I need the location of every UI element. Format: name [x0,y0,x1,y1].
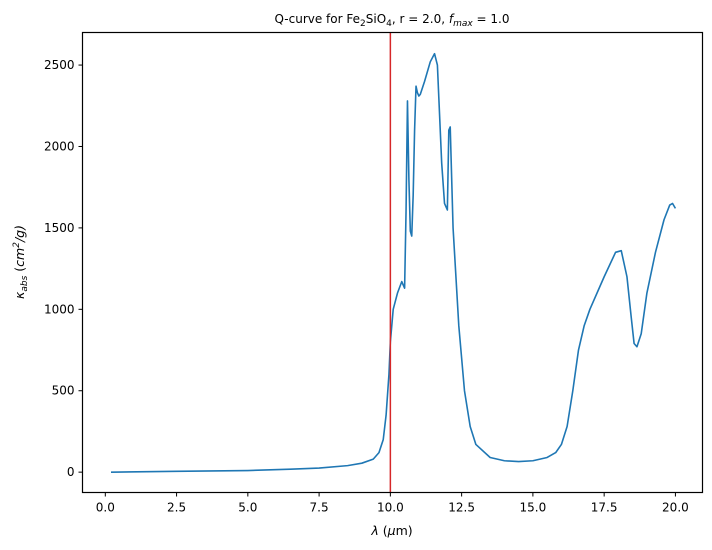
svg-text:Q-curve for Fe2SiO4, r = 2.0,: Q-curve for Fe2SiO4, r = 2.0, fmax = 1.0 [275,12,510,29]
x-tick-label: 17.5 [591,501,618,515]
x-tick-label: 12.5 [448,501,475,515]
plot-area [81,31,704,494]
x-tick-label: 20.0 [662,501,689,515]
axes-frame [81,31,704,494]
y-tick-label: 0 [67,465,75,479]
curve-layer [110,52,677,473]
y-axis-label: κabs (cm2/g) [12,225,30,299]
x-tick-label: 10.0 [377,501,404,515]
y-tick-label: 2500 [44,58,75,72]
x-tick-label: 7.5 [310,501,329,515]
x-tick-label: 0.0 [96,501,115,515]
x-axis-label: λ (μm) [370,523,412,538]
x-tick-label: 2.5 [167,501,186,515]
chart-title: Q-curve for Fe2SiO4, r = 2.0, fmax = 1.0 [275,12,510,29]
series-line-0 [110,52,677,473]
y-tick-label: 1000 [44,302,75,316]
y-tick-label: 2000 [44,139,75,153]
y-tick-label: 500 [52,384,75,398]
x-tick-label: 15.0 [520,501,547,515]
y-tick-label: 1500 [44,221,75,235]
x-tick-label: 5.0 [238,501,257,515]
x-axis-ticks: 0.0 2.5 5.0 7.5 10.0 12.5 15.0 17.5 20.0 [96,492,689,515]
y-axis-ticks: 0 500 1000 1500 2000 2500 [44,58,83,479]
